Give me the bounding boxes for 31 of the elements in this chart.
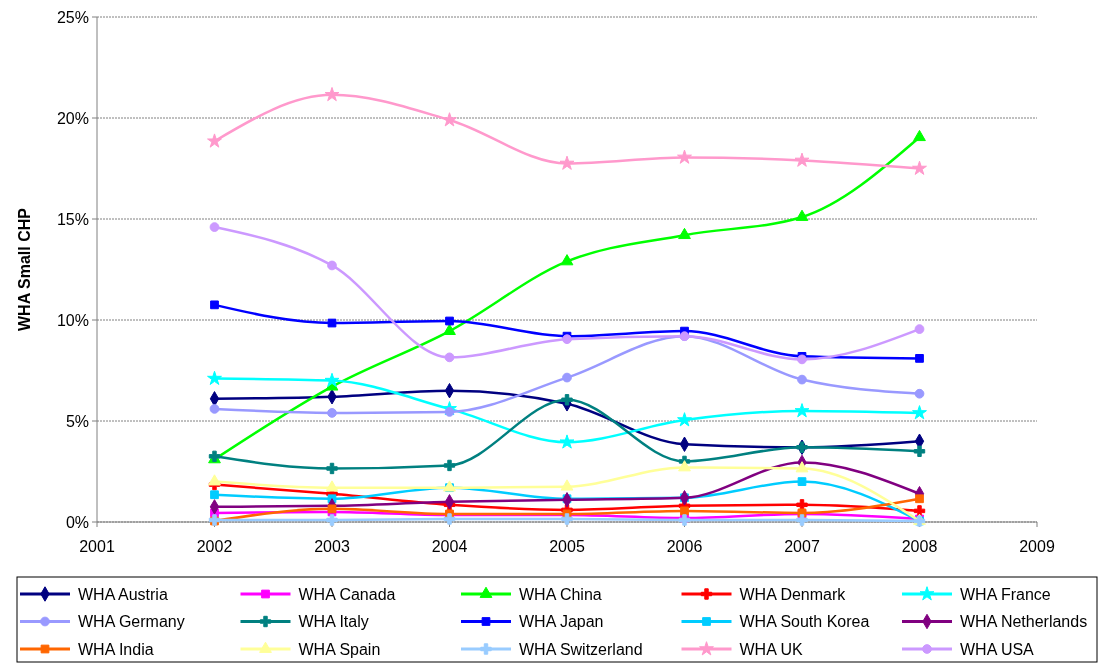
y-tick-label: 0%	[65, 513, 89, 531]
legend-label: WHA Canada	[298, 585, 396, 603]
legend-label: WHA Denmark	[739, 585, 847, 603]
x-tick-label: 2004	[431, 538, 468, 555]
x-tick-label: 2005	[549, 538, 585, 555]
y-tick-label: 20%	[56, 109, 89, 127]
y-tick-label: 5%	[65, 412, 89, 430]
x-tick-label: 2001	[79, 538, 115, 555]
y-tick-label: 10%	[56, 311, 89, 329]
x-tick-label: 2009	[1019, 538, 1055, 555]
legend-label: WHA USA	[960, 640, 1035, 658]
legend-label: WHA Switzerland	[519, 640, 643, 658]
legend-label: WHA South Korea	[739, 613, 870, 631]
legend-label: WHA India	[78, 640, 154, 658]
legend-label: WHA China	[519, 585, 602, 603]
legend-label: WHA Germany	[78, 613, 185, 631]
legend-label: WHA Netherlands	[960, 613, 1088, 631]
x-tick-label: 2007	[784, 538, 820, 555]
x-tick-label: 2006	[666, 538, 703, 555]
y-tick-label: 15%	[56, 210, 89, 228]
legend-label: WHA UK	[739, 640, 803, 658]
x-tick-label: 2002	[196, 538, 233, 555]
x-tick-label: 2008	[901, 538, 938, 555]
legend-label: WHA Spain	[298, 640, 381, 658]
legend-label: WHA Austria	[78, 585, 168, 603]
legend-label: WHA Italy	[298, 613, 369, 631]
legend-label: WHA France	[960, 585, 1051, 603]
legend-label: WHA Japan	[519, 613, 604, 631]
y-axis-title: WHA Small CHP	[16, 207, 33, 331]
x-tick-label: 2003	[314, 538, 350, 555]
y-tick-label: 25%	[56, 8, 89, 26]
